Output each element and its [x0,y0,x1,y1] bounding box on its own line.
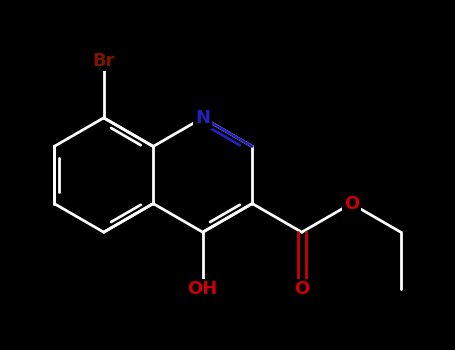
Text: OH: OH [187,280,218,298]
Text: O: O [294,280,309,298]
Text: Br: Br [92,52,115,70]
Text: O: O [344,195,359,212]
Text: N: N [195,109,210,127]
